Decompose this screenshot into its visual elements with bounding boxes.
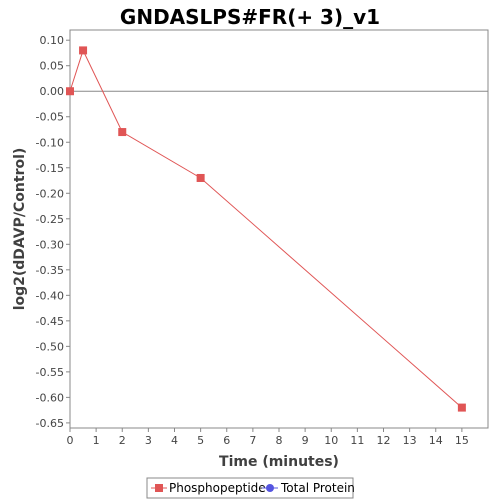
y-tick-label: -0.60	[36, 391, 64, 404]
y-tick-label: 0.10	[40, 34, 65, 47]
x-tick-label: 11	[350, 434, 364, 447]
x-tick-label: 9	[302, 434, 309, 447]
x-tick-label: 8	[276, 434, 283, 447]
legend-phosphopeptide-label: Phosphopeptide	[169, 481, 266, 495]
x-tick-label: 4	[171, 434, 178, 447]
chart-title: GNDASLPS#FR(+ 3)_v1	[120, 5, 380, 29]
x-tick-label: 5	[197, 434, 204, 447]
x-tick-label: 13	[403, 434, 417, 447]
x-axis-label: Time (minutes)	[219, 454, 339, 470]
legend: Phosphopeptide Total Protein	[146, 477, 355, 499]
x-tick-label: 6	[223, 434, 230, 447]
y-axis-label: log2(dDAVP/Control)	[12, 148, 28, 311]
y-tick-label: -0.55	[36, 366, 64, 379]
x-tick-label: 12	[377, 434, 391, 447]
phosphopeptide-data-point	[457, 403, 466, 412]
y-tick-label: -0.65	[36, 417, 64, 430]
plot-area	[69, 29, 489, 429]
y-tick-label: 0.00	[40, 85, 65, 98]
x-tick-label: 15	[455, 434, 469, 447]
y-tick-label: -0.05	[36, 111, 64, 124]
legend-total-protein-label: Total Protein	[280, 481, 355, 495]
y-tick-label: -0.30	[36, 238, 64, 251]
y-tick-label: -0.40	[36, 289, 64, 302]
y-tick-label: -0.25	[36, 213, 64, 226]
x-tick-label: 2	[119, 434, 126, 447]
y-tick-label: 0.05	[40, 60, 65, 73]
x-tick-label: 14	[429, 434, 443, 447]
x-axis-ticks: 0 1 2 3 4 5 6 7 8 9 10 11 12 13 14 15	[67, 428, 469, 447]
y-tick-label: -0.45	[36, 315, 64, 328]
y-tick-label: -0.35	[36, 264, 64, 277]
phosphopeptide-data-point	[196, 173, 205, 182]
legend-total-protein-marker	[266, 484, 274, 492]
y-axis-ticks: 0.10 0.05 0.00 -0.05 -0.10 -0.15 -0.20 -0.25 -0.…	[36, 34, 70, 430]
series-layer	[66, 46, 466, 412]
x-tick-label: 1	[93, 434, 100, 447]
x-tick-label: 0	[67, 434, 74, 447]
y-tick-label: -0.15	[36, 162, 64, 175]
legend-phosphopeptide-marker	[155, 484, 163, 492]
x-tick-label: 7	[249, 434, 256, 447]
x-tick-label: 3	[145, 434, 152, 447]
legend-box	[146, 477, 354, 499]
y-tick-label: -0.50	[36, 340, 64, 353]
y-tick-label: -0.10	[36, 136, 64, 149]
phosphopeptide-data-point	[79, 46, 88, 55]
y-tick-label: -0.20	[36, 187, 64, 200]
phosphopeptide-data-point	[66, 87, 74, 96]
x-tick-label: 10	[324, 434, 338, 447]
phosphopeptide-data-point	[118, 128, 127, 137]
